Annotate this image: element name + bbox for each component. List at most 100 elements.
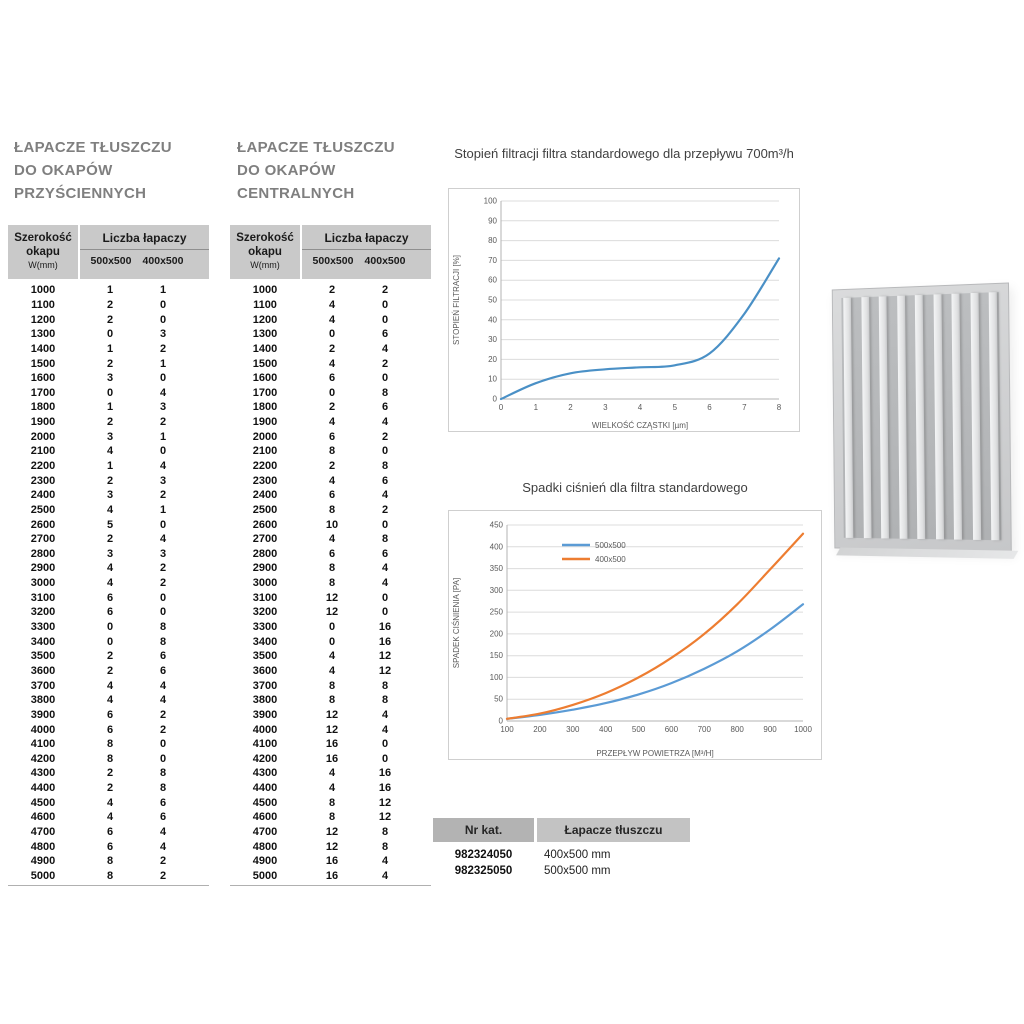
hood-width-cell: 3700 <box>252 679 278 692</box>
table-row: 4100 16 0 <box>230 737 431 752</box>
table-row: 3600 2 6 <box>8 664 209 679</box>
trap-count-cell: 4 <box>328 298 336 311</box>
trap-count-cell: 1 <box>106 284 114 297</box>
trap-count-cell: 6 <box>159 664 167 677</box>
hood-width-cell: 4400 <box>30 782 56 795</box>
wall-table-title: ŁAPACZE TŁUSZCZU DO OKAPÓW PRZYŚCIENNYCH <box>14 136 172 205</box>
trap-count-cell: 0 <box>381 591 389 604</box>
table-row: 2400 3 2 <box>8 488 209 503</box>
trap-count-cell: 2 <box>159 562 167 575</box>
trap-count-cell: 16 <box>378 767 392 780</box>
trap-count-cell: 2 <box>106 357 114 370</box>
table-row: 3800 8 8 <box>230 693 431 708</box>
trap-count-cell: 8 <box>106 752 114 765</box>
filter-baffle <box>914 294 926 540</box>
table-row: 4500 4 6 <box>8 795 209 810</box>
width-header-cell: Szerokość okapu W(mm) <box>230 225 300 279</box>
hood-width-cell: 4100 <box>30 738 56 751</box>
table-row: 4400 2 8 <box>8 781 209 796</box>
trap-count-cell: 2 <box>106 416 114 429</box>
hood-width-cell: 1100 <box>253 298 277 311</box>
table-row: 2900 8 4 <box>230 561 431 576</box>
filtration-chart: 0 10 20 30 40 50 60 70 80 90 100 0 1 2 3 4 5 6 7 8 WIELKOŚĆ … <box>448 188 800 432</box>
svg-text:PRZEPŁYW POWIETRZA [M³/H]: PRZEPŁYW POWIETRZA [M³/H] <box>596 749 713 758</box>
trap-count-cell: 2 <box>106 298 114 311</box>
hood-width-cell: 1900 <box>252 416 278 429</box>
trap-count-cell: 4 <box>106 679 114 692</box>
table-row: 1300 0 6 <box>230 327 431 342</box>
svg-text:900: 900 <box>763 725 777 734</box>
trap-count-cell: 4 <box>159 694 167 707</box>
table-row: 1700 0 4 <box>8 385 209 400</box>
hood-width-cell: 2900 <box>30 562 56 575</box>
filter-baffle <box>969 292 981 540</box>
trap-count-cell: 6 <box>106 840 114 853</box>
pressure-chart-plot: 0 50 100 150 200 250 300 350 400 450 100 200 300 400 5… <box>452 521 812 759</box>
table-row: 1000 1 1 <box>8 283 209 298</box>
hood-width-cell: 2500 <box>30 503 56 516</box>
svg-text:500: 500 <box>632 725 646 734</box>
filter-baffle <box>896 295 908 539</box>
table-row: 1400 1 2 <box>8 342 209 357</box>
hood-width-cell: 1200 <box>30 313 56 326</box>
trap-count-cell: 12 <box>325 606 339 619</box>
hood-width-cell: 4900 <box>252 855 278 868</box>
table-row: 2700 4 8 <box>230 532 431 547</box>
hood-width-cell: 3000 <box>252 577 278 590</box>
hood-width-cell: 2700 <box>30 533 56 546</box>
trap-count-cell: 8 <box>328 694 336 707</box>
trap-count-cell: 2 <box>381 284 389 297</box>
trap-count-cell: 0 <box>106 386 114 399</box>
trap-count-cell: 4 <box>106 562 114 575</box>
hood-width-cell: 3800 <box>252 694 278 707</box>
hood-width-cell: 1700 <box>252 386 278 399</box>
svg-text:5: 5 <box>673 403 678 412</box>
trap-count-cell: 12 <box>325 826 339 839</box>
trap-count-cell: 2 <box>381 357 389 370</box>
table-row: 4600 4 6 <box>8 810 209 825</box>
catalog-size-cell: 500x500 mm <box>544 865 611 877</box>
svg-text:50: 50 <box>494 695 503 704</box>
trap-count-cell: 8 <box>159 621 167 634</box>
table-row: 5000 16 4 <box>230 869 431 884</box>
trap-count-cell: 2 <box>328 342 336 355</box>
title-line: DO OKAPÓW <box>237 162 336 179</box>
trap-count-cell: 0 <box>381 313 389 326</box>
width-header-unit: W(mm) <box>28 260 58 270</box>
table-row: 3400 0 8 <box>8 634 209 649</box>
trap-count-cell: 0 <box>159 606 167 619</box>
trap-count-cell: 6 <box>328 547 336 560</box>
table-row: 2000 3 1 <box>8 429 209 444</box>
table-row: 4100 8 0 <box>8 737 209 752</box>
trap-count-cell: 2 <box>159 708 167 721</box>
svg-text:0: 0 <box>499 403 504 412</box>
trap-count-cell: 4 <box>328 650 336 663</box>
trap-count-cell: 4 <box>328 474 336 487</box>
hood-width-cell: 2000 <box>252 430 278 443</box>
hood-width-cell: 2200 <box>30 460 56 472</box>
trap-count-cell: 8 <box>328 811 336 824</box>
trap-count-cell: 4 <box>381 562 389 575</box>
hood-width-cell: 2300 <box>252 474 278 487</box>
trap-count-cell: 4 <box>328 782 336 795</box>
trap-count-cell: 2 <box>159 723 167 736</box>
size-column-labels: 500x500 400x500 <box>80 250 209 267</box>
table-row: 2400 6 4 <box>230 488 431 503</box>
trap-count-cell: 8 <box>381 533 389 546</box>
svg-text:40: 40 <box>488 315 497 324</box>
title-line: DO OKAPÓW <box>14 162 113 179</box>
hood-width-cell: 4700 <box>252 826 278 839</box>
svg-text:300: 300 <box>566 725 580 734</box>
trap-count-cell: 12 <box>378 796 392 809</box>
trap-count-cell: 4 <box>381 577 389 590</box>
trap-count-cell: 3 <box>106 372 114 385</box>
svg-text:100: 100 <box>500 725 514 734</box>
trap-count-cell: 8 <box>328 562 336 575</box>
catalog-number-cell: 982324050 <box>454 849 513 861</box>
svg-text:1000: 1000 <box>794 725 812 734</box>
trap-count-cell: 8 <box>381 679 389 692</box>
catalog-header-row: Nr kat. Łapacze tłuszczu <box>433 818 690 842</box>
svg-text:300: 300 <box>490 586 504 595</box>
table-row: 4300 4 16 <box>230 766 431 781</box>
svg-text:150: 150 <box>490 651 504 660</box>
